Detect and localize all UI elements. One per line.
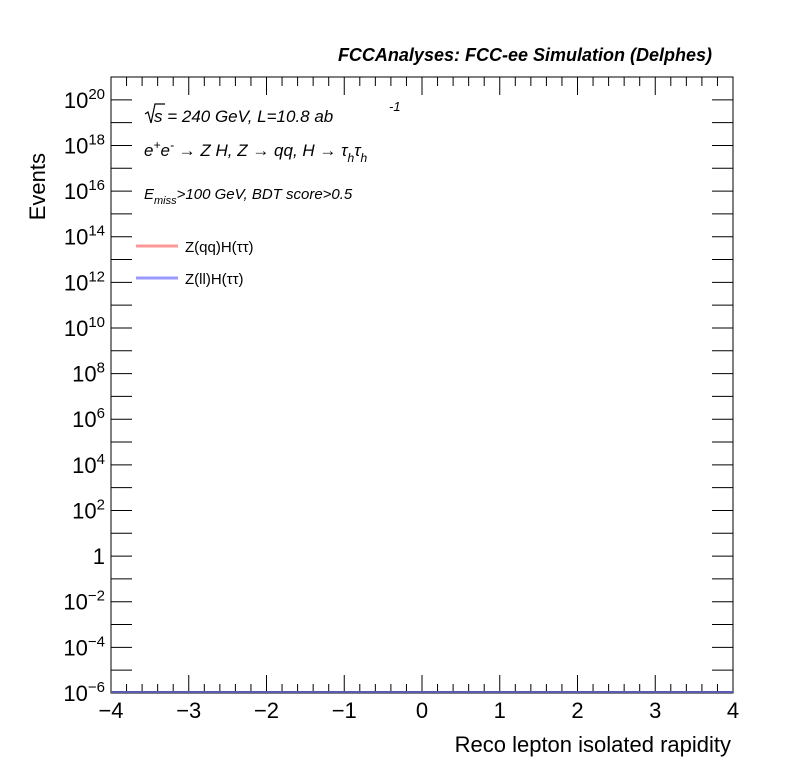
svg-text:Emiss>100 GeV, BDT score>0.5: Emiss>100 GeV, BDT score>0.5 xyxy=(144,186,353,207)
x-tick-label: −4 xyxy=(98,698,123,723)
y-tick-label: 102 xyxy=(72,496,105,523)
sqrt-sign xyxy=(144,103,165,124)
x-tick-label: 3 xyxy=(649,698,661,723)
process-electron: e xyxy=(144,141,153,160)
x-tick-label: −2 xyxy=(254,698,279,723)
legend: Z(qq)H(ττ) Z(ll)H(ττ) xyxy=(136,239,254,288)
svg-text:s = 240 GeV, L=10.8 ab: s = 240 GeV, L=10.8 ab xyxy=(154,107,333,126)
y-tick-label: 104 xyxy=(72,451,105,478)
y-axis-ticks: 10−6 10−4 10−2 1 102 104 106 108 1010 1012 1014 101… xyxy=(63,76,733,706)
energy-lumi-text: = 240 GeV, L=10.8 ab xyxy=(163,107,334,126)
y-tick-label: 1020 xyxy=(64,86,105,113)
x-tick-label: 4 xyxy=(727,698,739,723)
y-axis-label: Events xyxy=(25,153,50,220)
y-tick-label: 1 xyxy=(93,544,105,569)
tau-2: τ xyxy=(354,141,362,160)
tau-1: τ xyxy=(341,141,349,160)
annotation-selection: Emiss>100 GeV, BDT score>0.5 xyxy=(144,186,353,207)
chart-title: FCCAnalyses: FCC-ee Simulation (Delphes) xyxy=(338,45,712,65)
process-plus: + xyxy=(153,138,160,152)
y-tick-label: 1016 xyxy=(64,177,105,204)
x-tick-label: −3 xyxy=(176,698,201,723)
x-tick-label: 1 xyxy=(494,698,506,723)
emiss-subscript: miss xyxy=(154,195,177,207)
tau-1-subscript: h xyxy=(348,151,355,165)
sqrt-s-symbol: s xyxy=(154,107,163,126)
legend-label-zll: Z(ll)H(ττ) xyxy=(185,271,244,288)
selection-text: >100 GeV, BDT score>0.5 xyxy=(177,186,353,203)
x-tick-label: 0 xyxy=(416,698,428,723)
y-tick-label: 10−4 xyxy=(63,633,105,660)
y-tick-label: 10−2 xyxy=(63,588,105,615)
y-tick-label: 1014 xyxy=(64,223,105,250)
annotation-energy-lumi: s = 240 GeV, L=10.8 ab -1 xyxy=(144,99,401,126)
y-tick-label: 1012 xyxy=(64,268,105,295)
y-tick-label: 1018 xyxy=(64,131,105,158)
process-positron: e xyxy=(160,141,169,160)
process-minus: - xyxy=(170,138,174,152)
y-tick-label: 10−6 xyxy=(63,679,105,706)
lumi-unit-superscript: -1 xyxy=(389,99,401,114)
x-tick-label: 2 xyxy=(571,698,583,723)
x-axis-label: Reco lepton isolated rapidity xyxy=(455,732,731,757)
y-tick-label: 108 xyxy=(72,360,105,387)
x-axis-ticks: −4 −3 −2 −1 0 1 2 3 4 xyxy=(98,77,739,723)
process-text: → Z H, Z → qq, H → xyxy=(174,141,341,160)
emiss-symbol: E xyxy=(144,186,155,203)
legend-label-zqq: Z(qq)H(ττ) xyxy=(185,239,254,256)
tau-2-subscript: h xyxy=(361,151,368,165)
y-tick-label: 106 xyxy=(72,405,105,432)
svg-text:e+e- → Z H, Z → qq, H → τhτh: e+e- → Z H, Z → qq, H → τhτh xyxy=(144,138,368,165)
y-tick-label: 1010 xyxy=(64,314,105,341)
x-tick-label: −1 xyxy=(332,698,357,723)
annotation-process: e+e- → Z H, Z → qq, H → τhτh xyxy=(144,138,368,165)
